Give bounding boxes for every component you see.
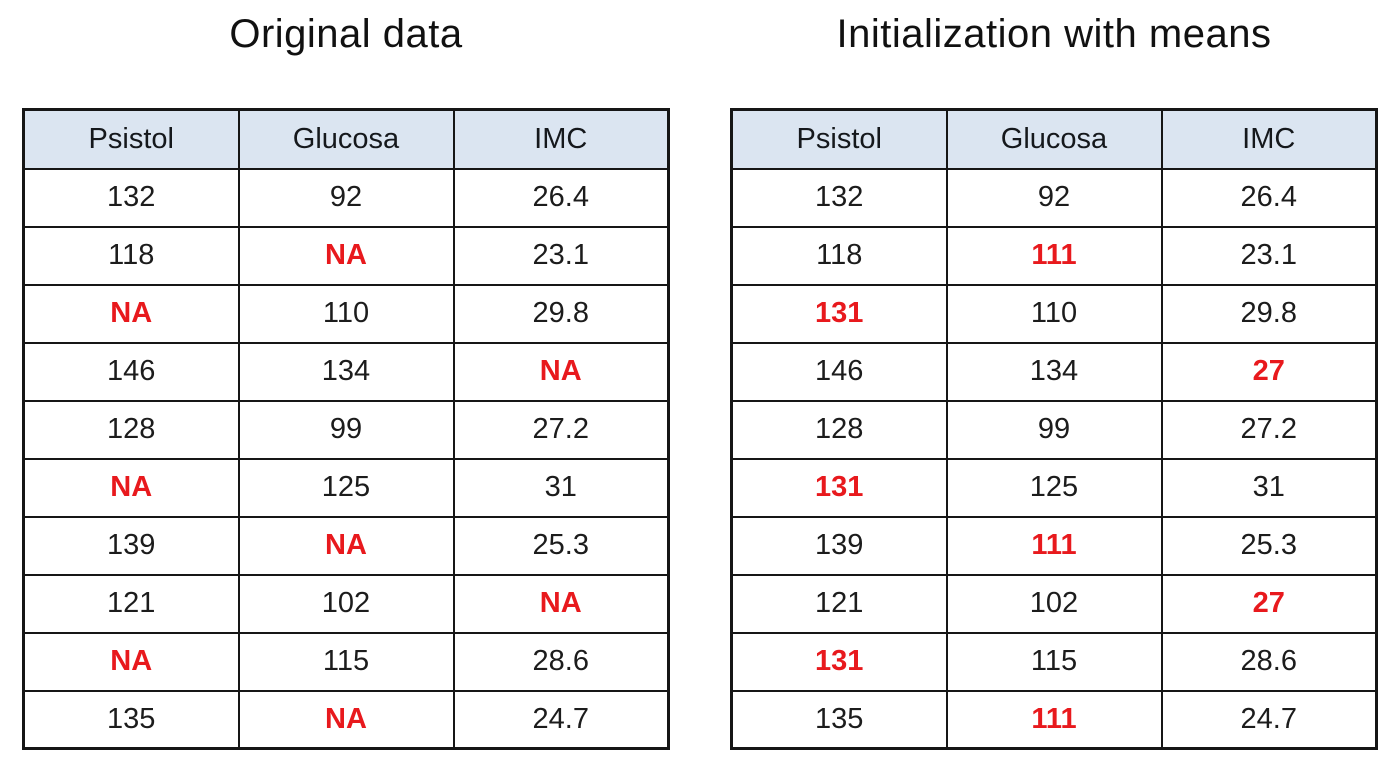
data-value-cell: 146 [730, 341, 948, 402]
table-row: 132 92 26.4 [22, 167, 670, 228]
data-value-cell: 128 [22, 399, 240, 460]
data-value-cell: 27.2 [1160, 399, 1378, 460]
table-header-row: Psistol Glucosa IMC [730, 108, 1378, 170]
imputed-value-cell: 111 [945, 225, 1163, 286]
data-value-cell: 28.6 [452, 631, 670, 692]
imputed-value-cell: NA [22, 631, 240, 692]
column-header-psistol: Psistol [22, 108, 240, 170]
data-value-cell: 134 [945, 341, 1163, 402]
data-value-cell: 125 [945, 457, 1163, 518]
data-value-cell: 24.7 [1160, 689, 1378, 750]
imputed-value-cell: 27 [1160, 341, 1378, 402]
table-row: 118 111 23.1 [730, 225, 1378, 286]
original-data-table: Psistol Glucosa IMC 132 92 26.4 118 NA 23.1 NA… [22, 108, 670, 750]
data-value-cell: 29.8 [452, 283, 670, 344]
imputed-value-cell: NA [452, 573, 670, 634]
table-row: NA 115 28.6 [22, 631, 670, 692]
table-header-row: Psistol Glucosa IMC [22, 108, 670, 170]
data-value-cell: 27.2 [452, 399, 670, 460]
data-value-cell: 118 [730, 225, 948, 286]
imputed-value-cell: 131 [730, 631, 948, 692]
imputed-value-cell: NA [22, 457, 240, 518]
data-value-cell: 110 [945, 283, 1163, 344]
data-value-cell: 139 [730, 515, 948, 576]
table-row: 135 111 24.7 [730, 689, 1378, 750]
data-value-cell: 26.4 [1160, 167, 1378, 228]
initialized-data-panel: Initialization with means Psistol Glucos… [730, 0, 1378, 750]
data-value-cell: 132 [22, 167, 240, 228]
data-value-cell: 121 [22, 573, 240, 634]
data-value-cell: 115 [237, 631, 455, 692]
table-row: 131 125 31 [730, 457, 1378, 518]
data-value-cell: 29.8 [1160, 283, 1378, 344]
data-value-cell: 31 [452, 457, 670, 518]
imputed-value-cell: NA [237, 515, 455, 576]
table-row: 135 NA 24.7 [22, 689, 670, 750]
initialized-data-table: Psistol Glucosa IMC 132 92 26.4 118 111 23.1 1… [730, 108, 1378, 750]
table-row: 139 NA 25.3 [22, 515, 670, 576]
data-value-cell: 102 [237, 573, 455, 634]
table-row: 146 134 27 [730, 341, 1378, 402]
table-row: 131 110 29.8 [730, 283, 1378, 344]
imputed-value-cell: 111 [945, 689, 1163, 750]
data-value-cell: 102 [945, 573, 1163, 634]
data-value-cell: 115 [945, 631, 1163, 692]
imputed-value-cell: NA [237, 689, 455, 750]
original-data-panel: Original data Psistol Glucosa IMC 132 92 2… [22, 0, 670, 750]
table-row: 132 92 26.4 [730, 167, 1378, 228]
column-header-imc: IMC [1160, 108, 1378, 170]
column-header-glucosa: Glucosa [237, 108, 455, 170]
imputation-figure: Original data Psistol Glucosa IMC 132 92 2… [22, 0, 1378, 750]
data-value-cell: 135 [22, 689, 240, 750]
imputed-value-cell: 27 [1160, 573, 1378, 634]
table-row: 131 115 28.6 [730, 631, 1378, 692]
imputed-value-cell: 131 [730, 457, 948, 518]
imputed-value-cell: NA [237, 225, 455, 286]
column-header-imc: IMC [452, 108, 670, 170]
table-row: 121 102 NA [22, 573, 670, 634]
initialized-data-title: Initialization with means [836, 12, 1272, 56]
imputed-value-cell: 111 [945, 515, 1163, 576]
table-row: NA 110 29.8 [22, 283, 670, 344]
table-row: NA 125 31 [22, 457, 670, 518]
data-value-cell: 110 [237, 283, 455, 344]
data-value-cell: 134 [237, 341, 455, 402]
data-value-cell: 139 [22, 515, 240, 576]
data-value-cell: 26.4 [452, 167, 670, 228]
table-row: 118 NA 23.1 [22, 225, 670, 286]
data-value-cell: 125 [237, 457, 455, 518]
imputed-value-cell: NA [22, 283, 240, 344]
data-value-cell: 24.7 [452, 689, 670, 750]
data-value-cell: 23.1 [1160, 225, 1378, 286]
data-value-cell: 128 [730, 399, 948, 460]
data-value-cell: 99 [945, 399, 1163, 460]
imputed-value-cell: NA [452, 341, 670, 402]
data-value-cell: 135 [730, 689, 948, 750]
table-row: 146 134 NA [22, 341, 670, 402]
imputed-value-cell: 131 [730, 283, 948, 344]
column-header-glucosa: Glucosa [945, 108, 1163, 170]
table-row: 128 99 27.2 [22, 399, 670, 460]
data-value-cell: 25.3 [1160, 515, 1378, 576]
data-value-cell: 121 [730, 573, 948, 634]
table-row: 139 111 25.3 [730, 515, 1378, 576]
data-value-cell: 146 [22, 341, 240, 402]
data-value-cell: 118 [22, 225, 240, 286]
data-value-cell: 25.3 [452, 515, 670, 576]
data-value-cell: 31 [1160, 457, 1378, 518]
data-value-cell: 23.1 [452, 225, 670, 286]
data-value-cell: 132 [730, 167, 948, 228]
data-value-cell: 92 [945, 167, 1163, 228]
data-value-cell: 99 [237, 399, 455, 460]
table-row: 121 102 27 [730, 573, 1378, 634]
original-data-title: Original data [229, 12, 463, 56]
data-value-cell: 92 [237, 167, 455, 228]
table-row: 128 99 27.2 [730, 399, 1378, 460]
column-header-psistol: Psistol [730, 108, 948, 170]
data-value-cell: 28.6 [1160, 631, 1378, 692]
